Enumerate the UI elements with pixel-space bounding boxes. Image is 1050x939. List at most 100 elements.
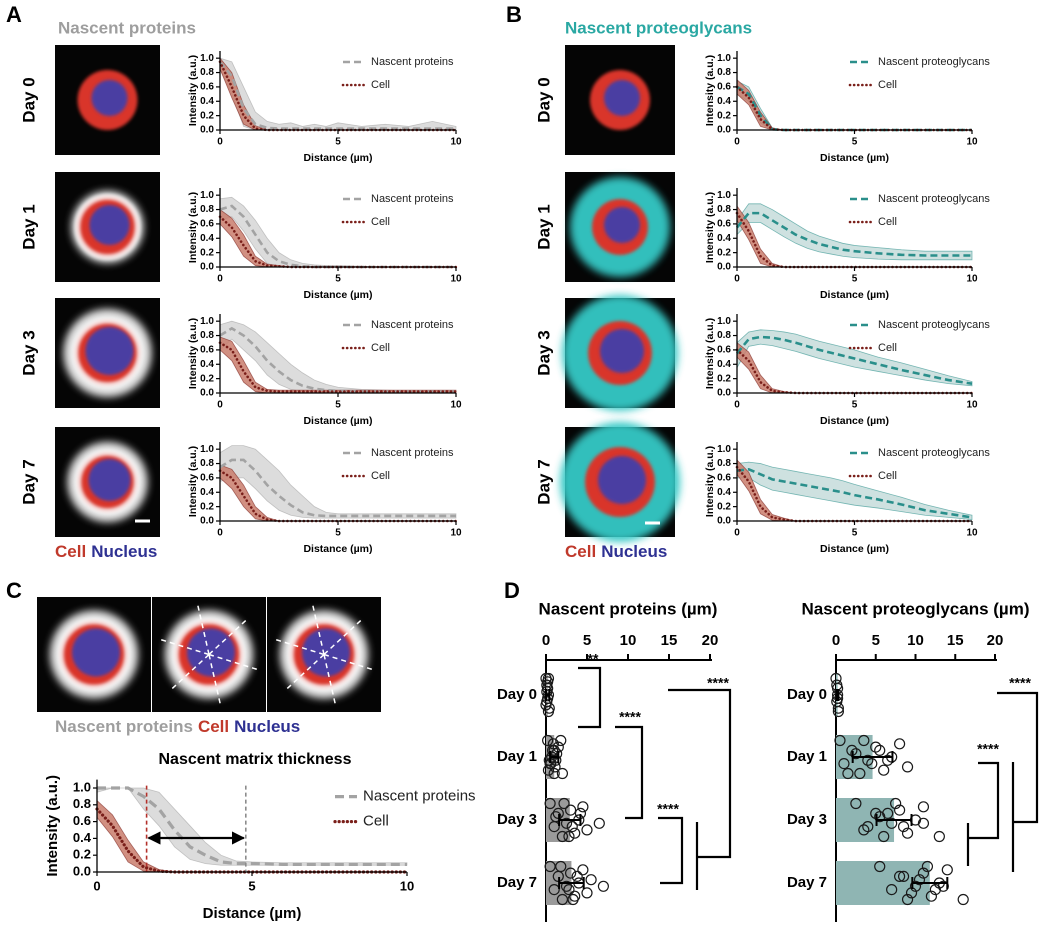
nucleus-stain [598,456,646,504]
x-tick-label: 10 [450,274,462,285]
x-tick-label: 10 [966,274,978,285]
caption: Cell Nucleus [565,542,667,561]
series-line [735,335,973,385]
panel-label: D [504,578,520,603]
data-point [597,880,610,892]
x-axis-title: Distance (µm) [303,289,372,301]
legend-label: Cell [878,470,897,482]
series-line [218,341,458,393]
series-line [735,211,972,257]
data-point [897,870,910,883]
data-point [917,817,930,829]
x-tick-label: 0 [832,632,840,649]
y-tick-label: 0.0 [200,262,214,273]
error-bar [875,814,913,826]
y-tick-label: 0.8 [717,67,731,78]
x-tick-label: 10 [400,878,414,893]
data-point [555,860,567,873]
data-point [555,734,567,747]
y-tick-label: 0.0 [200,388,214,399]
y-tick-label: 0.4 [200,233,214,244]
x-axis-title: Distance (µm) [303,415,372,427]
x-axis-title: Distance (µm) [203,905,302,922]
y-tick-label: 0.8 [200,458,214,469]
y-tick-label: 0.2 [200,373,214,384]
y-tick-label: 0.4 [200,96,214,107]
significance-label: **** [1009,675,1031,691]
data-point [558,797,570,810]
x-tick-label: 5 [852,274,858,285]
y-tick-label: 0.2 [200,247,214,258]
data-point [913,874,926,886]
legend-label: Cell [878,79,897,91]
data-point [937,880,949,892]
x-tick-label: 5 [852,137,858,148]
category-label: Day 0 [497,686,537,703]
nucleus-stain [72,628,120,677]
y-tick-label: 0.4 [717,359,731,370]
data-point [544,860,556,873]
legend-label: Nascent proteoglycans [878,447,990,459]
data-point [543,702,555,714]
data-point [850,797,862,810]
data-point [901,761,914,773]
significance-bracket [578,666,602,729]
nucleus-stain [91,80,128,116]
caption: Cell Nucleus [55,542,157,561]
y-axis-title: Intensity (a.u.) [704,55,716,126]
legend-label: Nascent proteoglycans [878,56,990,68]
y-tick-label: 1.0 [73,779,91,794]
significance-bracket [668,688,732,890]
series-line [736,85,972,132]
y-tick-label: 0.0 [717,262,731,273]
error-bar [549,751,560,763]
caption-part: Nucleus [601,542,667,561]
data-point [556,893,569,906]
x-tick-label: 20 [702,632,719,649]
y-tick-label: 0.6 [717,345,731,356]
x-tick-label: 10 [966,400,978,411]
chart-title: Day 7 [534,459,553,504]
data-point [866,757,878,770]
y-tick-label: 0.4 [717,96,731,107]
category-label: Day 7 [787,874,827,891]
y-tick-label: 1.0 [717,53,731,64]
nucleus-stain [89,205,130,245]
nucleus-stain [604,207,640,243]
data-point [878,764,890,776]
x-tick-label: 0 [217,400,223,411]
x-tick-label: 0 [217,528,223,539]
series-line [736,467,973,519]
data-point [548,767,560,780]
matrix-overlay [74,194,141,260]
y-tick-label: 0.6 [717,219,731,230]
data-point [577,801,589,813]
data-point [548,744,560,757]
data-point [858,824,870,836]
error-bar [545,689,551,701]
panel-label: B [506,2,522,27]
category-label: Day 0 [787,686,827,703]
data-point [957,893,969,906]
data-point [547,738,559,750]
data-point [544,797,556,810]
data-point [893,804,906,816]
data-point [571,870,583,883]
data-point [893,870,906,883]
data-point [581,824,593,836]
y-axis-title: Intensity (a.u.) [187,192,199,263]
error-band [736,203,973,261]
x-tick-label: 10 [966,528,978,539]
significance-label: ** [588,651,599,667]
y-tick-label: 0.8 [717,204,731,215]
y-tick-label: 0.6 [200,82,214,93]
x-axis-title: Distance (µm) [303,152,372,164]
y-tick-label: 1.0 [200,53,214,64]
error-bar [558,877,585,889]
legend-label: Nascent proteins [371,56,454,68]
x-tick-label: 0 [217,274,223,285]
y-tick-label: 1.0 [200,316,214,327]
data-point [870,741,882,753]
x-tick-label: 5 [335,274,341,285]
error-band [736,461,973,521]
